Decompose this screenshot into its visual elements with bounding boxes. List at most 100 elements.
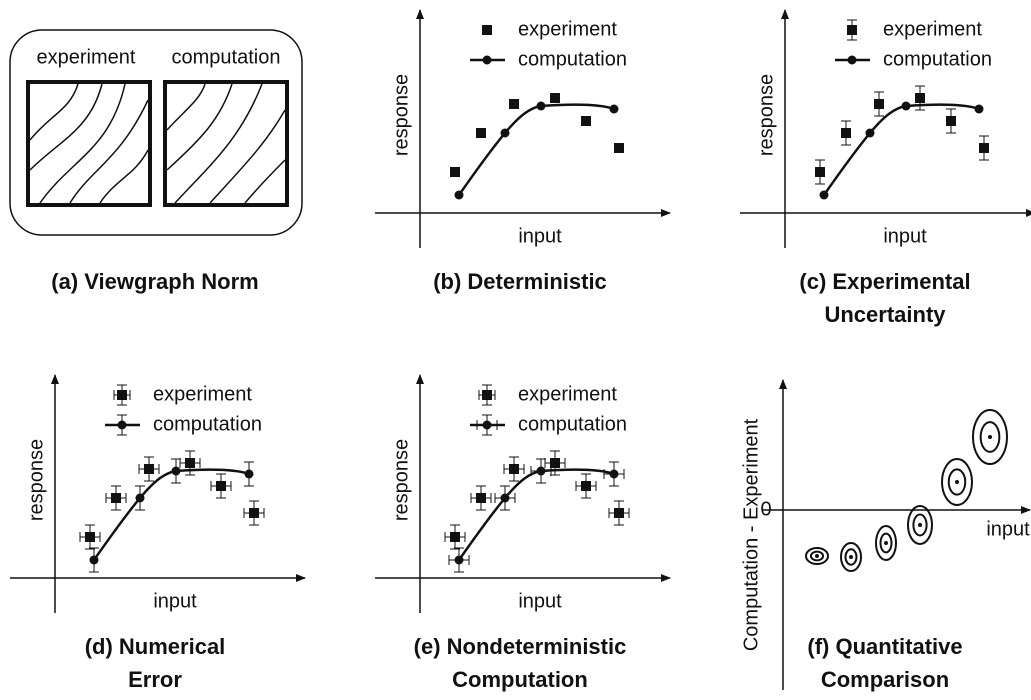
legend-label: computation (153, 413, 262, 435)
experiment-point (614, 143, 624, 153)
center-dot (849, 555, 853, 559)
viewgraph-panel (9, 29, 303, 236)
computation-image (163, 80, 289, 207)
curve (457, 103, 615, 196)
image-label: experiment (37, 46, 136, 68)
legend-label: computation (883, 48, 992, 70)
curve (822, 103, 980, 196)
experiment-point (915, 93, 925, 103)
legend-marker (847, 25, 857, 35)
computation-point (536, 466, 546, 476)
plot-panel: response input experiment computation (10, 374, 306, 613)
computation-point (89, 555, 99, 565)
computation-point (500, 493, 510, 503)
legend-label: computation (518, 413, 627, 435)
y-axis-label: response (755, 74, 777, 156)
experiment-point (550, 93, 560, 103)
legend-marker (482, 390, 492, 400)
y-axis-label: response (390, 74, 412, 156)
caption: Computation (452, 667, 588, 692)
experiment-point (85, 532, 95, 542)
experiment-point (450, 532, 460, 542)
curve (457, 468, 615, 561)
caption: (b) Deterministic (433, 269, 607, 294)
experiment-point (550, 458, 560, 468)
experiment-point (111, 493, 121, 503)
plot-panel: response input experiment computation (375, 9, 671, 248)
outer-ellipse (805, 547, 829, 565)
computation-point (536, 101, 546, 111)
computation-point (171, 466, 181, 476)
experiment-point (979, 143, 989, 153)
frame (9, 29, 303, 236)
legend-marker (482, 25, 492, 35)
legend-marker (847, 55, 857, 65)
caption: Error (128, 667, 182, 692)
computation-point (454, 190, 464, 200)
y-axis-label: Computation - Experiment (740, 418, 762, 651)
curve (92, 468, 250, 561)
experiment-point (144, 464, 154, 474)
center-dot (955, 480, 959, 484)
legend-marker (482, 55, 492, 65)
computation-point (244, 469, 254, 479)
inner-ellipse (879, 532, 893, 554)
experiment-point (509, 99, 519, 109)
legend-marker (482, 420, 492, 430)
outer-ellipse (907, 505, 933, 545)
computation-point (135, 493, 145, 503)
inner-ellipse (809, 550, 825, 562)
legend-marker (117, 420, 127, 430)
experiment-point (815, 167, 825, 177)
computation-point (500, 128, 510, 138)
legend-label: experiment (883, 18, 982, 40)
center-dot (988, 435, 992, 439)
outer-ellipse (941, 458, 973, 506)
inner-ellipse (979, 421, 1001, 453)
experiment-point (946, 116, 956, 126)
inner-ellipse (947, 468, 967, 496)
computation-point (609, 104, 619, 114)
caption: Uncertainty (824, 302, 946, 327)
experiment-point (614, 508, 624, 518)
legend-label: experiment (518, 383, 617, 405)
computation-point (454, 555, 464, 565)
computation-point (901, 101, 911, 111)
experiment-point (476, 128, 486, 138)
computation-point (974, 104, 984, 114)
experiment-point (841, 128, 851, 138)
center-dot (884, 541, 888, 545)
outer-ellipse (840, 542, 862, 572)
caption: Comparison (821, 667, 949, 692)
experiment-point (581, 481, 591, 491)
x-axis-label: input (518, 590, 562, 612)
x-axis-label: input (986, 518, 1030, 540)
comparison-panel: 0 input Computation - Experiment (740, 379, 1031, 690)
experiment-point (249, 508, 259, 518)
caption: (c) Experimental (799, 269, 970, 294)
experiment-point (581, 116, 591, 126)
outer-ellipse (875, 525, 897, 561)
plot-panel: response input experiment computation (740, 9, 1031, 248)
contours (29, 83, 286, 204)
x-axis-label: input (153, 590, 197, 612)
legend-label: experiment (518, 18, 617, 40)
center-dot (918, 523, 922, 527)
plot-panel: response input experiment computation (375, 374, 671, 613)
inner-ellipse (912, 513, 928, 537)
experiment-point (185, 458, 195, 468)
zero-label: 0 (760, 498, 771, 520)
experiment-image (26, 80, 152, 207)
experiment-point (874, 99, 884, 109)
experiment-point (509, 464, 519, 474)
computation-point (819, 190, 829, 200)
outer-ellipse (972, 409, 1008, 465)
center-dot (815, 554, 819, 558)
image-label: computation (172, 46, 281, 68)
caption: (f) Quantitative (807, 634, 962, 659)
x-axis-label: input (518, 225, 562, 247)
experiment-point (476, 493, 486, 503)
y-axis-label: response (390, 439, 412, 521)
y-axis-label: response (25, 439, 47, 521)
